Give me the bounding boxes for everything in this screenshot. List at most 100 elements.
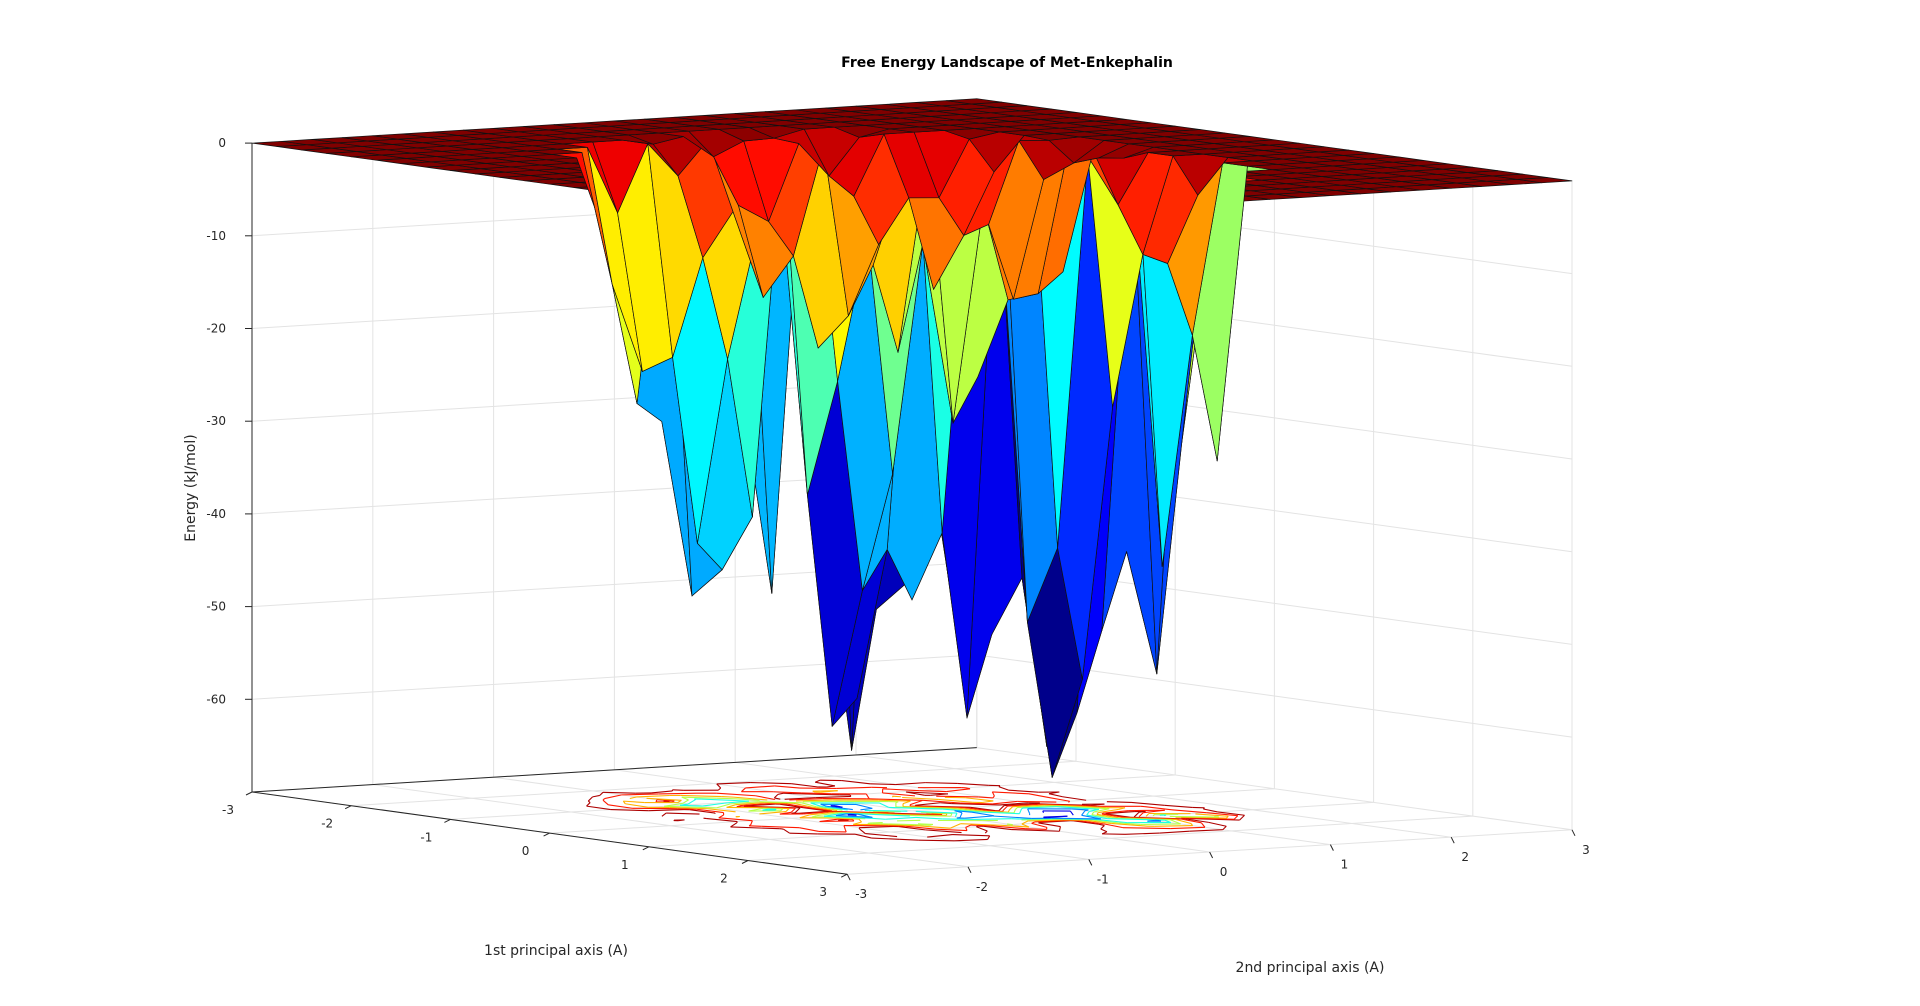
contour-line — [789, 832, 818, 835]
contour-line — [1159, 830, 1190, 834]
contour-line — [820, 790, 838, 793]
contour-line — [895, 801, 899, 804]
contour-line — [784, 797, 816, 800]
contour-line — [849, 794, 852, 797]
contour-line — [696, 808, 724, 814]
contour-line — [965, 824, 972, 828]
contour-line — [1047, 815, 1068, 819]
contour-line — [724, 800, 749, 804]
contour-line — [971, 811, 995, 817]
contour-line — [682, 799, 689, 804]
contour-line — [661, 812, 667, 817]
contour-line — [864, 809, 908, 812]
contour-line — [730, 822, 738, 828]
contour-line — [664, 805, 717, 809]
contour-line — [816, 812, 839, 817]
contour-line — [892, 813, 924, 816]
y-axis-label: 2nd principal axis (A) — [1236, 960, 1385, 976]
contour-line — [801, 792, 832, 795]
contour-line — [929, 823, 934, 826]
contour-line — [1073, 820, 1099, 825]
contour-line — [735, 802, 765, 806]
contour-line — [835, 815, 873, 819]
contour-line — [664, 802, 683, 807]
contour-line — [1093, 808, 1110, 813]
contour-line — [774, 808, 777, 811]
contour-line — [677, 808, 697, 810]
contour-line — [1122, 827, 1171, 830]
contour-line — [1190, 823, 1194, 826]
contour-line — [895, 782, 926, 786]
contour-line — [878, 799, 911, 802]
contour-line — [730, 826, 780, 830]
z-tick-label: -50 — [206, 600, 226, 614]
y-tick-label: 1 — [1341, 858, 1349, 872]
x-tick-label: 0 — [522, 844, 530, 858]
contour-line — [702, 802, 725, 807]
contour-line — [1185, 818, 1209, 823]
contour-line — [898, 814, 917, 817]
y-tick-label: 2 — [1461, 850, 1469, 864]
contour-line — [733, 796, 768, 801]
contour-line — [1098, 808, 1119, 814]
contour-line — [774, 797, 781, 800]
contour-line — [919, 790, 947, 793]
contour-line — [608, 804, 633, 809]
contour-line — [669, 806, 708, 810]
contour-line — [610, 809, 649, 812]
contour-line — [718, 817, 753, 822]
contour-line — [976, 826, 988, 832]
contour-line — [803, 811, 831, 815]
contour-line — [823, 812, 843, 817]
contour-line — [815, 795, 851, 799]
contour-line — [1000, 824, 1030, 828]
contour-line — [1039, 820, 1071, 824]
contour-line — [793, 802, 812, 808]
z-tick-label: -40 — [206, 507, 226, 521]
contour-line — [954, 810, 972, 813]
contour-line — [1206, 817, 1227, 819]
contour-line — [1084, 809, 1089, 812]
contour-line — [586, 805, 611, 811]
contour-line — [836, 786, 872, 789]
contour-line — [819, 820, 854, 823]
contour-line — [1100, 828, 1108, 833]
contour-line — [791, 783, 819, 788]
contour-line — [716, 797, 739, 800]
contour-line — [1028, 793, 1050, 799]
contour-line — [1080, 804, 1098, 807]
contour-line — [816, 806, 843, 811]
y-tick-label: -1 — [1097, 872, 1109, 886]
contour-line — [949, 823, 961, 829]
y-tick-label: 0 — [1220, 865, 1228, 879]
contour-line — [651, 790, 673, 794]
contour-line — [927, 834, 953, 838]
contour-line — [681, 796, 717, 799]
contour-line — [902, 796, 939, 800]
contour-line — [1048, 797, 1070, 802]
contour-line — [946, 788, 971, 793]
contour-line — [992, 815, 1032, 819]
y-tick-label: -3 — [855, 887, 867, 901]
contour-line — [1071, 808, 1089, 811]
contour-line — [741, 787, 746, 793]
contour-line — [721, 796, 734, 798]
contour-line — [870, 783, 896, 786]
contour-line — [898, 826, 926, 831]
contour-line — [981, 800, 994, 804]
contour-line — [1095, 818, 1127, 824]
contour-line — [905, 791, 949, 795]
contour-line — [1102, 810, 1129, 814]
z-tick-label: -30 — [206, 414, 226, 428]
z-tick-label: -20 — [206, 322, 226, 336]
contour-line — [833, 817, 859, 820]
contour-line — [781, 828, 784, 830]
contour-line — [862, 813, 904, 817]
contour-line — [1100, 825, 1105, 830]
contour-line — [1217, 811, 1245, 816]
contour-line — [602, 799, 609, 806]
contour-line — [799, 827, 820, 832]
contour-line — [1233, 815, 1239, 820]
contour-line — [987, 835, 991, 840]
contour-line — [701, 798, 749, 802]
